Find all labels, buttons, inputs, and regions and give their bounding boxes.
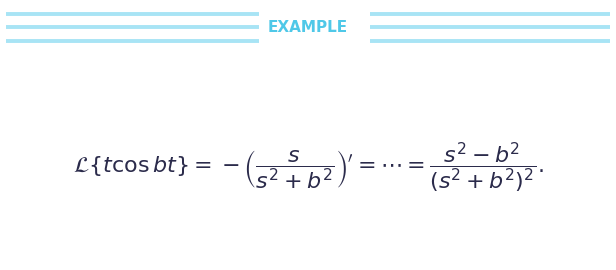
Text: EXAMPLE: EXAMPLE: [268, 19, 348, 35]
Text: $\mathcal{L}\{t\cos bt\} = -\left(\dfrac{s}{s^2+b^2}\right)^{\prime} = \cdots = : $\mathcal{L}\{t\cos bt\} = -\left(\dfrac…: [73, 140, 543, 195]
